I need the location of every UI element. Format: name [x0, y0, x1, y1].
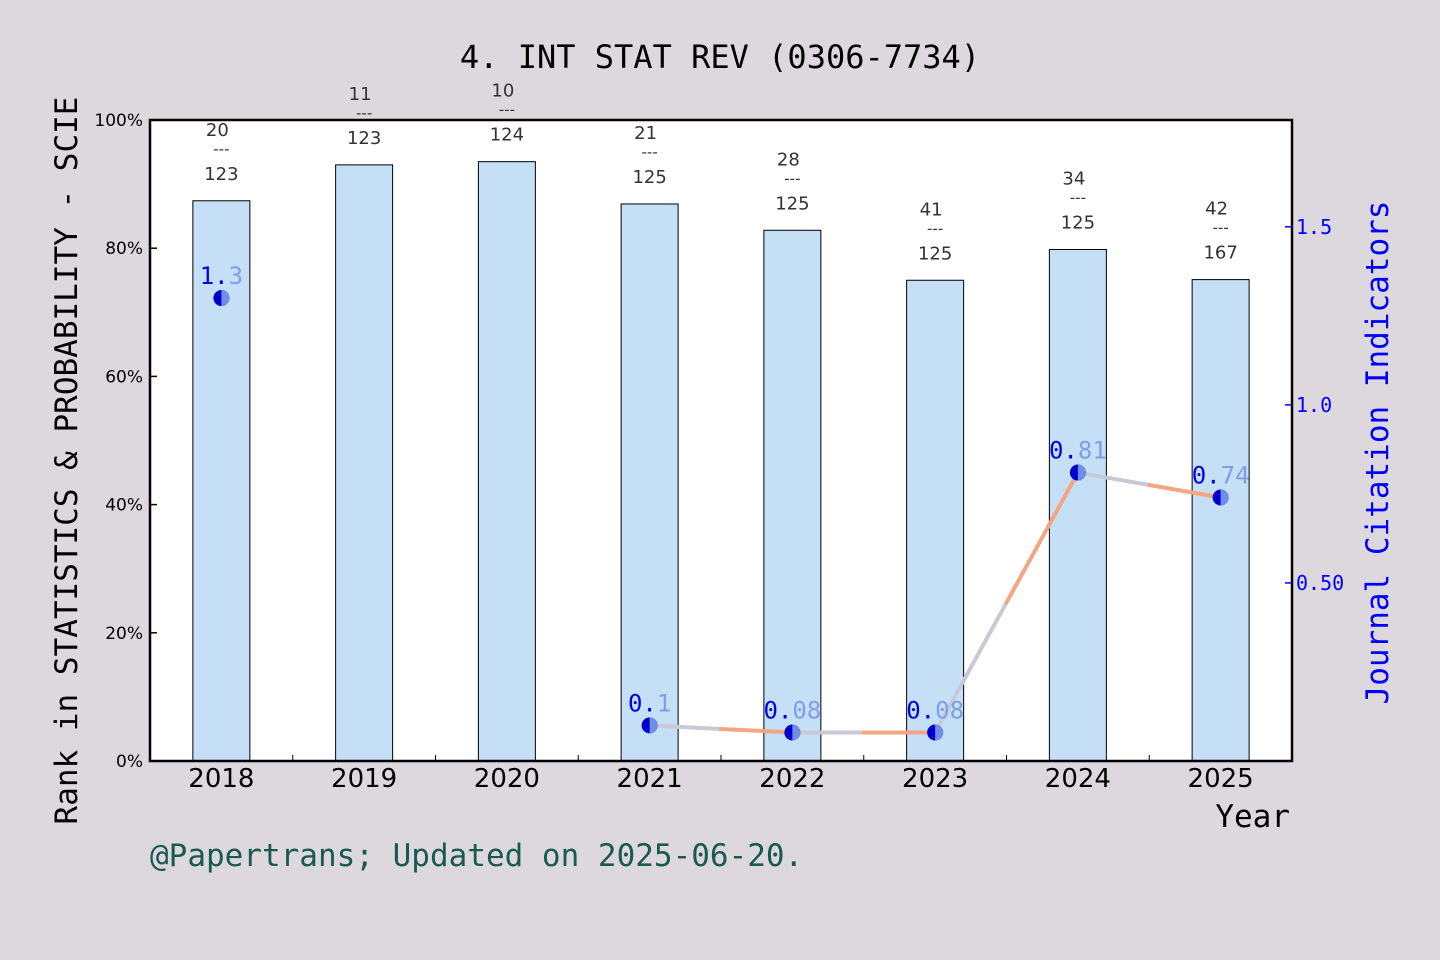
right-axis: 0.50 1.0 1.5: [1285, 215, 1344, 595]
bar-2019: [335, 164, 394, 762]
y-tick-label: 0%: [116, 752, 143, 772]
rank-annotation-2018: 20--- 123: [204, 120, 238, 185]
line-layer: [213, 290, 1229, 741]
point-label-2018: 1.3: [200, 262, 243, 290]
rank-separator: ---: [784, 169, 800, 187]
x-tick-label: 2018: [188, 764, 254, 794]
line-segment-2024-2025-b: [1147, 483, 1223, 500]
marker-highlight: [935, 724, 944, 741]
rank-value: 11: [349, 84, 372, 105]
rank-value: 21: [634, 123, 657, 144]
bar-2022: [763, 229, 822, 762]
rank-annotation-2022: 28--- 125: [775, 149, 809, 214]
rank-separator: ---: [642, 143, 658, 161]
line-point-2018: [213, 290, 230, 307]
rank-total: 125: [918, 243, 952, 264]
marker-highlight: [1077, 464, 1086, 481]
bar-2020: [477, 161, 536, 762]
line-segment-2023-2024-a: [933, 600, 1009, 735]
rank-value: 28: [777, 149, 800, 170]
y2-tick-label: 0.50: [1296, 571, 1344, 595]
rank-total: 125: [775, 193, 809, 214]
rank-annotation-2024: 34--- 125: [1061, 168, 1095, 233]
bar-2023: [906, 279, 965, 762]
y2-axis-label: Journal Citation Indicators: [1360, 201, 1396, 705]
line-segment-2023-2024-b: [1004, 470, 1080, 605]
rank-total: 167: [1203, 243, 1237, 264]
x-axis-label: Year: [1215, 799, 1290, 835]
marker-highlight: [792, 724, 801, 741]
bar-2021: [620, 203, 679, 762]
line-segment-2021-2022-b: [719, 726, 795, 735]
x-tick-label: 2023: [902, 764, 968, 794]
x-tick-label: 2025: [1188, 764, 1254, 794]
line-point-2022: [784, 724, 801, 741]
rank-annotation-2020: 10--- 124: [490, 81, 524, 146]
line-segment-2021-2022-a: [647, 723, 723, 731]
x-tick-label: 2021: [617, 764, 683, 794]
x-tick-label: 2024: [1045, 764, 1111, 794]
line-point-2025: [1212, 489, 1229, 506]
bar-2025: [1191, 279, 1250, 762]
point-label-2023: 0.08: [906, 697, 964, 725]
rank-separator: ---: [499, 101, 515, 119]
rank-separator: ---: [213, 140, 229, 158]
plot-area: [150, 120, 1292, 761]
marker-highlight: [1220, 489, 1229, 506]
y-tick-label: 20%: [105, 624, 143, 644]
rank-total: 125: [632, 167, 666, 188]
rank-separator: ---: [1070, 188, 1086, 206]
x-axis: 2018 2019 2020 2021 2022 2023 2024 2025: [188, 755, 1254, 794]
rank-value: 34: [1062, 168, 1085, 189]
marker-highlight: [221, 290, 230, 307]
marker-highlight: [649, 717, 658, 734]
rank-annotation-2023: 41--- 125: [918, 199, 952, 264]
x-tick-label: 2019: [331, 764, 397, 794]
left-axis: 0% 20% 40% 60% 80% 100%: [94, 111, 157, 772]
rank-total: 123: [347, 128, 381, 149]
chart-title: 4. INT STAT REV (0306-7734): [460, 38, 980, 76]
line-point-2021: [641, 717, 658, 734]
rank-value: 20: [206, 120, 229, 141]
line-segment-2024-2025-a: [1075, 470, 1152, 488]
rank-value: 42: [1205, 199, 1228, 220]
bars-layer: [192, 161, 1250, 762]
y-tick-label: 60%: [105, 367, 143, 387]
footer-note: @Papertrans; Updated on 2025-06-20.: [150, 838, 803, 874]
rank-separator: ---: [356, 104, 372, 122]
y-tick-label: 100%: [94, 111, 143, 131]
rank-total: 124: [490, 125, 524, 146]
y-tick-label: 80%: [105, 239, 143, 259]
rank-value: 41: [920, 199, 943, 220]
rank-total: 123: [204, 164, 238, 185]
y-tick-label: 40%: [105, 496, 143, 516]
line-point-2023: [927, 724, 944, 741]
rank-annotation-2025: 42--- 167: [1203, 199, 1237, 264]
y-axis-label: Rank in STATISTICS & PROBABILITY - SCIE: [49, 97, 85, 825]
rank-separator: ---: [927, 219, 943, 237]
rank-value: 10: [491, 81, 514, 102]
rank-annotation-2019: 11--- 123: [347, 84, 381, 149]
point-label-2021: 0.1: [628, 689, 671, 717]
point-labels: 1.3 0.1 0.08 0.08 0.81 0.74: [200, 262, 1250, 724]
line-point-2024: [1069, 464, 1086, 481]
point-label-2022: 0.08: [763, 697, 821, 725]
x-tick-label: 2022: [759, 764, 825, 794]
point-label-2025: 0.74: [1192, 461, 1250, 489]
rank-total: 125: [1061, 212, 1095, 233]
rank-separator: ---: [1213, 219, 1229, 237]
x-tick-label: 2020: [474, 764, 540, 794]
point-label-2024: 0.81: [1049, 437, 1107, 465]
y2-tick-label: 1.5: [1296, 215, 1332, 239]
y2-tick-label: 1.0: [1296, 393, 1332, 417]
rank-annotation-2021: 21--- 125: [632, 123, 666, 188]
